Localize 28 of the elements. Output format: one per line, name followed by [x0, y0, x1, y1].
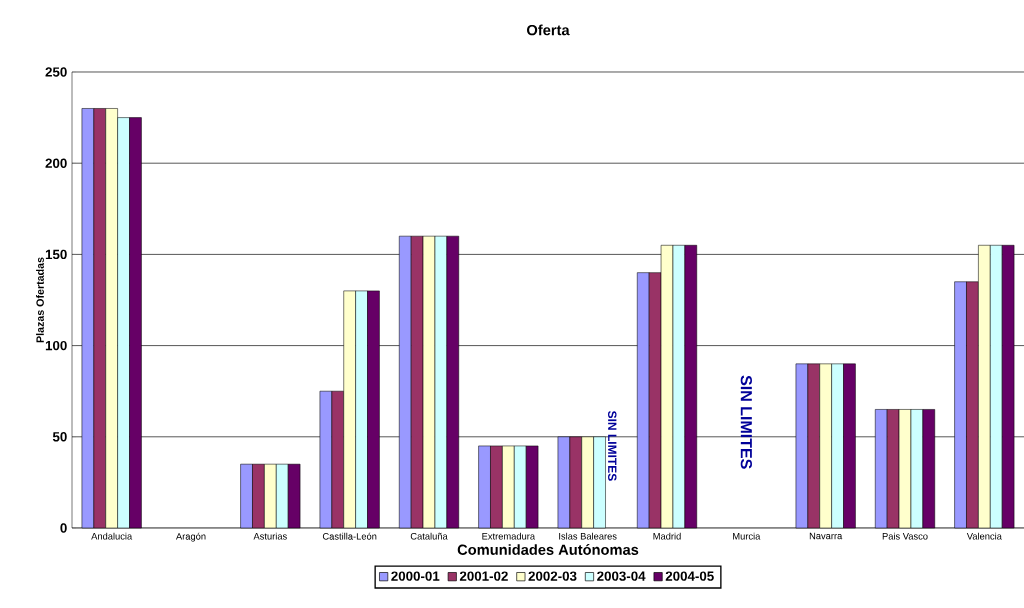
y-tick-label: 200 [45, 158, 67, 168]
y-tick-label: 0 [60, 523, 67, 533]
x-tick-label: Valencia [966, 532, 1002, 540]
x-tick-label: Pais Vasco [882, 532, 928, 540]
legend-label: 2004-05 [665, 571, 714, 581]
y-tick-label: 250 [45, 67, 67, 77]
x-tick-label: Castilla-León [322, 532, 377, 540]
x-tick-label: Extremadura [482, 532, 536, 540]
legend-label: 2002-03 [528, 571, 577, 581]
x-tick-label: Murcia [733, 532, 761, 540]
x-tick-label: Navarra [809, 532, 843, 540]
x-tick-label: Aragón [175, 532, 206, 542]
annotation: SIN LIMITES [608, 410, 617, 481]
x-tick-label: Madrid [653, 532, 681, 540]
annotation: SIN LIMITES [740, 375, 752, 469]
x-tick-label: Andalucia [91, 532, 133, 540]
legend-label: 2003-04 [597, 571, 646, 581]
y-tick-label: 150 [45, 249, 67, 260]
x-tick-label: Asturias [253, 532, 287, 540]
y-tick-label: 100 [45, 340, 67, 351]
chart-title: Oferta [527, 24, 570, 36]
legend-label: 2000-01 [391, 571, 440, 581]
x-axis-title: Comunidades Autónomas [457, 544, 639, 555]
x-tick-label: Cataluña [410, 532, 448, 540]
x-tick-label: Islas Baleares [559, 532, 617, 540]
y-axis-title: Plazas Ofertadas [36, 257, 44, 343]
y-tick-label: 50 [52, 432, 67, 442]
legend-label: 2001-02 [459, 571, 508, 581]
